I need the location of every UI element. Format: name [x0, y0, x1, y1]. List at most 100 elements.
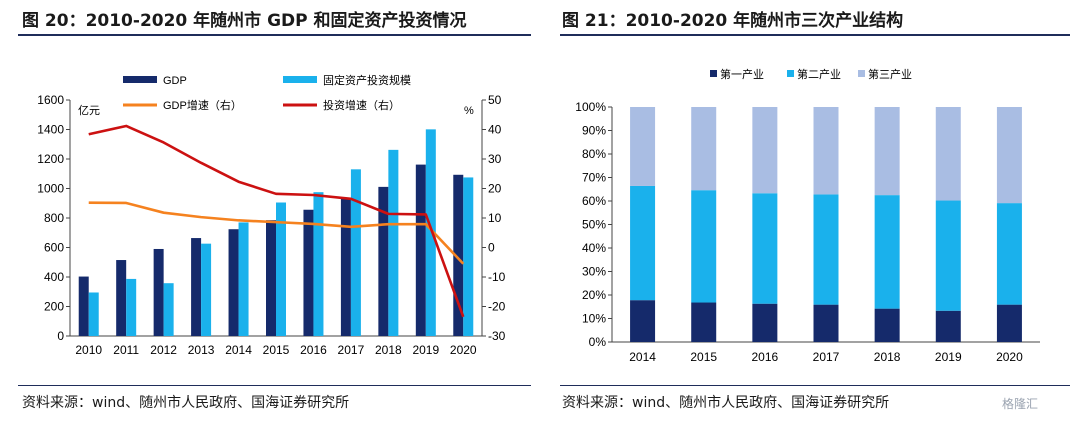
bar-segment-secondary-industry	[935, 200, 961, 311]
bar-segment-secondary-industry	[752, 193, 778, 304]
left-y-tick-label: 200	[44, 300, 64, 314]
bar-gdp	[415, 164, 426, 336]
bar-gdp	[191, 238, 202, 336]
bar-investment	[313, 192, 324, 336]
right-y-tick-label: 20	[488, 182, 502, 196]
bar-investment	[276, 202, 286, 336]
bar-gdp	[78, 276, 89, 336]
legend-swatch	[787, 70, 794, 77]
left-y-tick-label: 0	[57, 329, 64, 343]
x-tick-label: 2020	[450, 343, 477, 357]
x-tick-label: 2019	[935, 350, 962, 364]
bar-segment-secondary-industry	[630, 185, 656, 301]
bar-gdp	[453, 174, 464, 336]
bar-segment-tertiary-industry	[813, 107, 839, 195]
x-tick-label: 2015	[263, 343, 290, 357]
y-tick-label: 100%	[575, 100, 606, 114]
y-tick-label: 30%	[582, 265, 606, 279]
bar-investment	[463, 177, 474, 336]
bar-segment-primary-industry	[874, 308, 900, 342]
x-tick-label: 2018	[375, 343, 402, 357]
right-title-rule	[560, 34, 1070, 36]
legend-swatch	[123, 76, 157, 83]
bar-investment	[388, 149, 399, 336]
bar-investment	[238, 222, 249, 336]
left-source-note: 资料来源：wind、随州市人民政府、国海证券研究所	[22, 395, 350, 411]
bar-segment-secondary-industry	[691, 190, 717, 303]
line-investment-growth	[88, 124, 465, 318]
x-tick-label: 2014	[629, 350, 656, 364]
y-tick-label: 60%	[582, 194, 606, 208]
bar-segment-tertiary-industry	[691, 107, 717, 191]
bar-gdp	[266, 220, 276, 336]
x-tick-label: 2018	[874, 350, 901, 364]
left-title-rule	[18, 34, 531, 36]
bar-gdp	[340, 198, 351, 336]
bar-investment	[126, 278, 137, 336]
watermark-logo: 格隆汇	[1002, 397, 1039, 411]
left-y-tick-label: 400	[44, 270, 64, 284]
bar-segment-secondary-industry	[813, 194, 839, 305]
x-tick-label: 2012	[150, 343, 177, 357]
bar-investment	[163, 283, 174, 336]
bar-segment-primary-industry	[996, 304, 1022, 342]
y-tick-label: 40%	[582, 241, 606, 255]
right-source-note: 资料来源：wind、随州市人民政府、国海证券研究所	[562, 395, 890, 411]
legend-label: GDP	[163, 75, 187, 87]
bar-segment-primary-industry	[813, 304, 839, 342]
x-tick-label: 2016	[300, 343, 327, 357]
x-tick-label: 2017	[338, 343, 365, 357]
right-y-tick-label: 30	[488, 152, 502, 166]
right-source-rule	[560, 385, 1070, 386]
left-chart-title: 图 20：2010-2020 年随州市 GDP 和固定资产投资情况	[22, 11, 467, 31]
bar-segment-primary-industry	[691, 302, 717, 342]
x-tick-label: 2019	[412, 343, 439, 357]
bar-investment	[201, 243, 212, 336]
legend-label: 第三产业	[868, 67, 912, 81]
gdp-investment-chart: 0 200 400 600 800 1000 1200 1400 1600 -30 -20 -10 0 1…	[37, 73, 506, 357]
bar-segment-tertiary-industry	[996, 107, 1022, 204]
right-y-tick-label: -20	[488, 300, 506, 314]
right-chart-title: 图 21：2010-2020 年随州市三次产业结构	[562, 11, 904, 31]
left-y-tick-label: 1600	[37, 93, 64, 107]
legend-swatch	[283, 76, 317, 83]
x-tick-label: 2020	[996, 350, 1023, 364]
x-tick-label: 2017	[813, 350, 840, 364]
y-tick-label: 0%	[589, 335, 607, 349]
bar-investment	[88, 292, 99, 336]
bar-gdp	[228, 229, 239, 336]
x-tick-label: 2013	[188, 343, 215, 357]
x-tick-label: 2016	[752, 350, 779, 364]
y-tick-label: 90%	[582, 124, 606, 138]
bar-gdp	[153, 248, 164, 336]
bar-segment-tertiary-industry	[874, 107, 900, 196]
legend-label: 第一产业	[720, 67, 764, 81]
y-tick-label: 20%	[582, 288, 606, 302]
right-y-tick-label: 0	[488, 241, 495, 255]
bar-gdp	[116, 260, 127, 336]
bar-gdp	[378, 186, 389, 336]
right-y-tick-label: 50	[488, 93, 502, 107]
left-y-tick-label: 1200	[37, 152, 64, 166]
y-tick-label: 50%	[582, 218, 606, 232]
right-y-tick-label: -30	[488, 329, 506, 343]
bar-segment-primary-industry	[630, 300, 656, 342]
legend-label: 固定资产投资规模	[323, 73, 411, 87]
legend-label: 投资增速（右）	[323, 98, 400, 112]
left-axis-unit: 亿元	[78, 104, 100, 117]
bar-gdp	[303, 209, 314, 336]
left-source-rule	[18, 385, 531, 386]
x-tick-label: 2011	[113, 343, 139, 357]
bar-segment-tertiary-industry	[752, 107, 778, 194]
legend-label: GDP增速（右）	[163, 98, 242, 112]
line-gdp-growth	[88, 201, 465, 265]
bar-investment	[425, 129, 436, 336]
right-y-tick-label: 10	[488, 211, 502, 225]
industry-structure-chart: 0% 10% 20% 30% 40% 50% 60% 70% 80% 90% 100% 2014 201…	[575, 67, 1040, 364]
x-tick-label: 2010	[75, 343, 102, 357]
x-tick-label: 2014	[225, 343, 252, 357]
bar-segment-secondary-industry	[874, 195, 900, 309]
right-y-tick-label: -10	[488, 270, 506, 284]
left-y-tick-label: 600	[44, 241, 64, 255]
left-y-tick-label: 800	[44, 211, 64, 225]
